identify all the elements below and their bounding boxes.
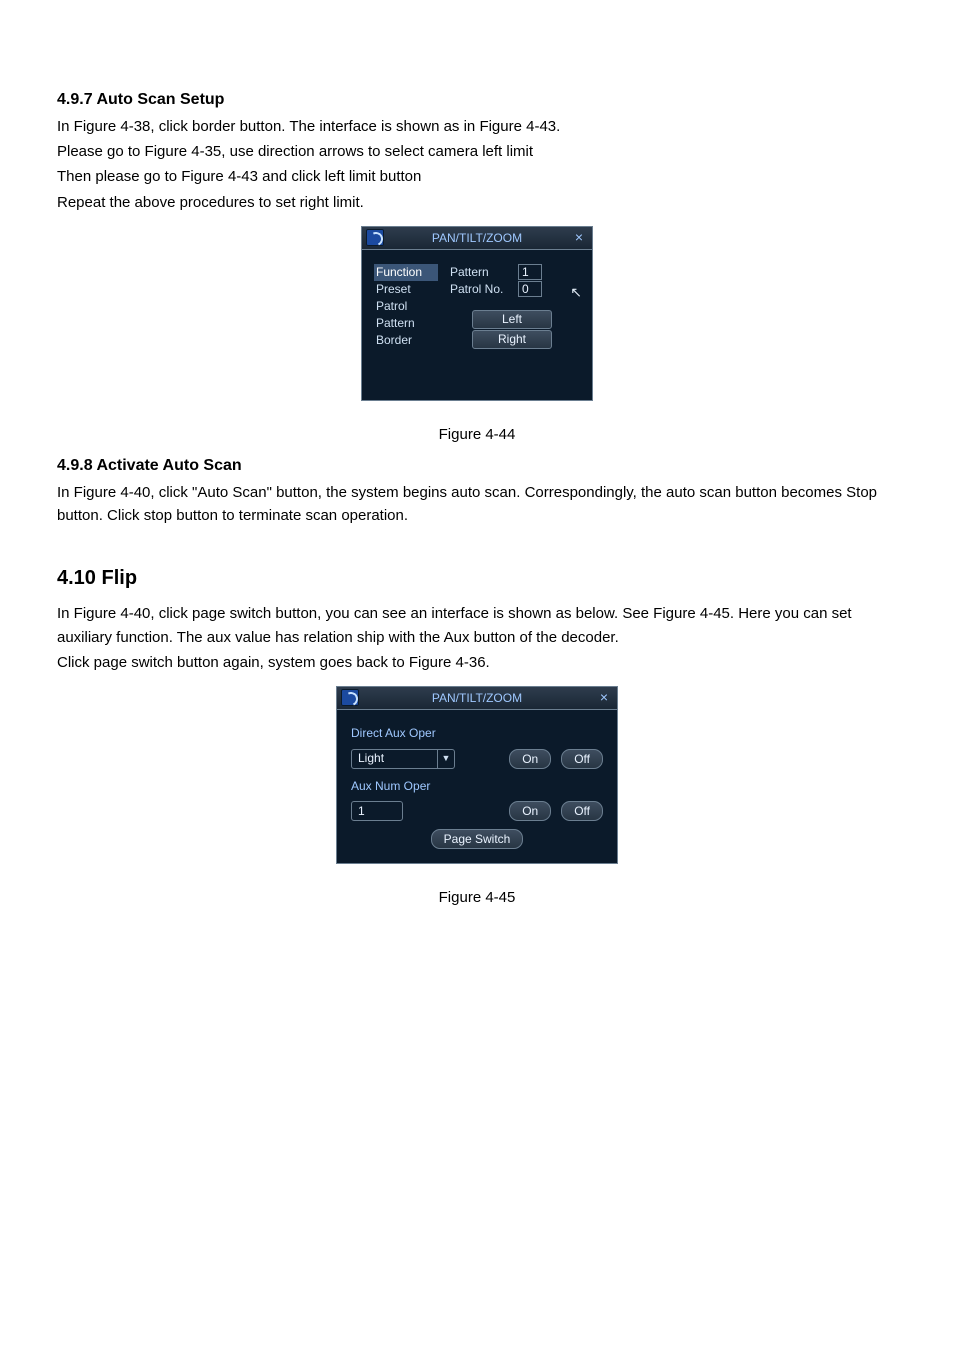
list-item[interactable]: Function (374, 264, 438, 281)
panel-titlebar: PAN/TILT/ZOOM × (337, 687, 617, 710)
list-item[interactable]: Preset (374, 281, 438, 298)
logo-icon (341, 689, 359, 706)
logo-icon (366, 229, 384, 246)
label-pattern: Pattern (450, 264, 514, 281)
panel-title: PAN/TILT/ZOOM (432, 691, 522, 705)
ptz-pattern-panel: PAN/TILT/ZOOM × Function Preset Patrol P… (361, 226, 593, 401)
direct-aux-on-button[interactable]: On (509, 749, 551, 769)
direct-aux-off-button[interactable]: Off (561, 749, 603, 769)
aux-num-off-button[interactable]: Off (561, 801, 603, 821)
pattern-input[interactable]: 1 (518, 264, 542, 280)
list-item[interactable]: Pattern (374, 315, 438, 332)
ptz-aux-panel: PAN/TILT/ZOOM × Direct Aux Oper Light ▼ … (336, 686, 618, 864)
patrol-no-input[interactable]: 0 (518, 281, 542, 297)
para: Please go to Figure 4-35, use direction … (57, 140, 897, 163)
page-switch-button[interactable]: Page Switch (431, 829, 524, 849)
cursor-icon: ↖ (570, 282, 582, 304)
close-icon[interactable]: × (597, 690, 611, 704)
aux-num-on-button[interactable]: On (509, 801, 551, 821)
right-button[interactable]: Right (472, 330, 552, 349)
panel-titlebar: PAN/TILT/ZOOM × (362, 227, 592, 250)
aux-num-input[interactable]: 1 (351, 801, 403, 821)
para: In Figure 4-38, click border button. The… (57, 115, 897, 138)
para: Click page switch button again, system g… (57, 651, 897, 674)
para: In Figure 4-40, click "Auto Scan" button… (57, 481, 897, 528)
chevron-down-icon[interactable]: ▼ (437, 750, 454, 768)
function-list[interactable]: Function Preset Patrol Pattern Border (374, 264, 438, 349)
para: Then please go to Figure 4-43 and click … (57, 165, 897, 188)
left-button[interactable]: Left (472, 310, 552, 329)
figure-caption-44: Figure 4-44 (57, 423, 897, 446)
section-label-aux-num: Aux Num Oper (351, 777, 603, 796)
para: Repeat the above procedures to set right… (57, 191, 897, 214)
close-icon[interactable]: × (572, 230, 586, 244)
figure-caption-45: Figure 4-45 (57, 886, 897, 909)
list-item[interactable]: Patrol (374, 298, 438, 315)
heading-410: 4.10 Flip (57, 563, 897, 594)
list-item[interactable]: Border (374, 332, 438, 349)
section-label-direct-aux: Direct Aux Oper (351, 724, 603, 743)
heading-497: 4.9.7 Auto Scan Setup (57, 88, 897, 113)
heading-498: 4.9.8 Activate Auto Scan (57, 454, 897, 479)
panel-title: PAN/TILT/ZOOM (432, 231, 522, 245)
para: In Figure 4-40, click page switch button… (57, 602, 897, 649)
label-patrol-no: Patrol No. (450, 281, 514, 298)
aux-select[interactable]: Light ▼ (351, 749, 455, 769)
select-value: Light (358, 749, 384, 768)
